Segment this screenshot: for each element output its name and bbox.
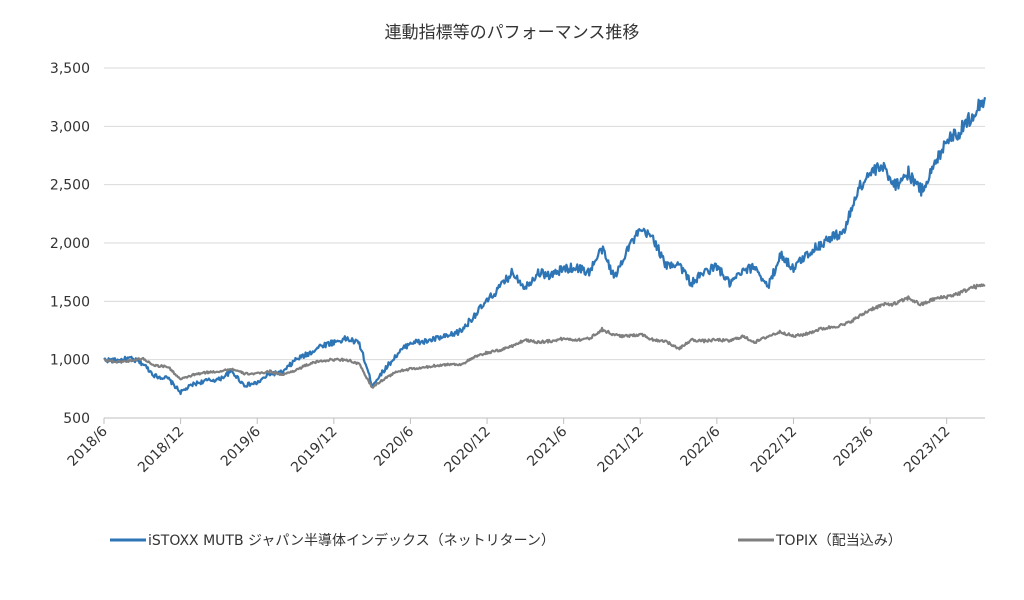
- x-tick-label: 2020/6: [371, 423, 417, 469]
- x-tick-label: 2022/12: [748, 424, 800, 476]
- x-axis: 2018/6 2018/12 2019/6 2019/12 2020/6 2020/12 2…: [65, 418, 954, 476]
- x-tick-label: 2022/6: [678, 423, 724, 469]
- legend: iSTOXX MUTB ジャパン半導体インデックス（ネットリターン） TOPIX（…: [110, 532, 902, 549]
- x-tick-label: 2021/12: [595, 424, 647, 476]
- y-tick-label: 500: [63, 411, 90, 427]
- x-tick-label: 2018/6: [65, 423, 111, 469]
- y-tick-label: 1,500: [50, 294, 90, 310]
- x-tick-label: 2020/12: [441, 424, 493, 476]
- y-tick-label: 2,000: [50, 236, 90, 252]
- x-tick-label: 2023/12: [901, 424, 953, 476]
- y-tick-label: 1,000: [50, 353, 90, 369]
- y-axis: 3,500 3,000 2,500 2,000 1,500 1,000 500: [50, 61, 90, 427]
- gridlines: [104, 67, 985, 419]
- x-tick-label: 2023/6: [831, 423, 877, 469]
- legend-label: iSTOXX MUTB ジャパン半導体インデックス（ネットリターン）: [148, 532, 555, 549]
- x-tick-label: 2019/6: [218, 423, 264, 469]
- legend-label: TOPIX（配当込み）: [775, 533, 902, 549]
- series-lines: [103, 96, 987, 396]
- x-tick-label: 2019/12: [288, 424, 340, 476]
- y-tick-label: 3,500: [50, 61, 90, 77]
- semiconductor-index-line: [103, 96, 987, 396]
- y-tick-label: 3,000: [50, 119, 90, 135]
- chart-title: 連動指標等のパフォーマンス推移: [385, 23, 640, 43]
- x-tick-label: 2018/12: [135, 424, 187, 476]
- topix-line: [103, 283, 986, 389]
- x-tick-label: 2021/6: [524, 423, 570, 469]
- y-tick-label: 2,500: [50, 178, 90, 194]
